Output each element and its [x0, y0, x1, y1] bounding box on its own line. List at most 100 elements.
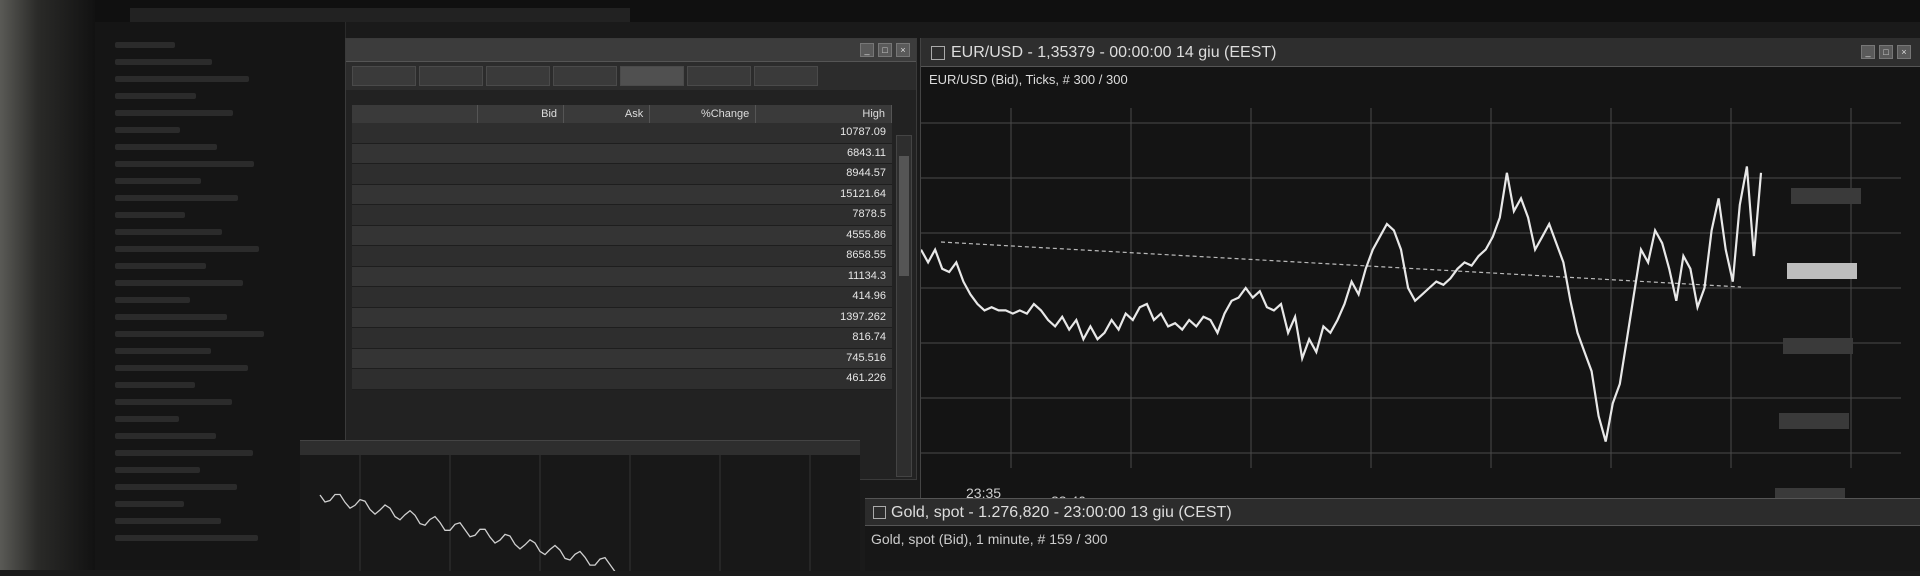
table-cell	[478, 226, 564, 246]
mini-series-line	[319, 493, 616, 572]
table-row[interactable]: 461.226	[352, 369, 892, 390]
table-cell	[478, 144, 564, 164]
tab[interactable]	[352, 66, 416, 86]
maximize-icon[interactable]: □	[1879, 45, 1893, 59]
table-cell	[650, 226, 756, 246]
sidebar-item[interactable]	[115, 484, 237, 490]
sidebar-item[interactable]	[115, 382, 195, 388]
sidebar-item[interactable]	[115, 178, 201, 184]
table-cell	[352, 123, 478, 143]
table-row[interactable]: 15121.64	[352, 184, 892, 205]
maximize-icon[interactable]: □	[878, 43, 892, 57]
sidebar-item[interactable]	[115, 280, 243, 286]
column-header[interactable]: Ask	[564, 105, 651, 123]
table-cell	[478, 369, 564, 389]
sidebar-item[interactable]	[115, 263, 206, 269]
minimize-icon[interactable]: _	[1861, 45, 1875, 59]
table-cell	[650, 246, 756, 266]
table-cell	[352, 185, 478, 205]
tab[interactable]	[687, 66, 751, 86]
column-header[interactable]	[352, 105, 478, 123]
mini-chart-titlebar	[300, 441, 860, 455]
table-row[interactable]: 10787.09	[352, 123, 892, 144]
high-cell: 15121.64	[840, 187, 886, 200]
sidebar-item[interactable]	[115, 229, 222, 235]
sidebar-item[interactable]	[115, 76, 249, 82]
table-cell	[650, 205, 756, 225]
table-row[interactable]: 414.96	[352, 287, 892, 308]
table-row[interactable]: 4555.86	[352, 225, 892, 246]
sidebar-item[interactable]	[115, 416, 179, 422]
table-cell	[352, 226, 478, 246]
tab[interactable]	[419, 66, 483, 86]
table-row[interactable]: 8944.57	[352, 164, 892, 185]
y-tick-label	[1787, 263, 1857, 279]
column-header[interactable]: High	[756, 105, 892, 123]
table-row[interactable]: 1397.262	[352, 307, 892, 328]
sidebar-item[interactable]	[115, 501, 184, 507]
table-cell	[478, 308, 564, 328]
sidebar-item[interactable]	[115, 331, 264, 337]
table-row[interactable]: 6843.11	[352, 143, 892, 164]
sidebar-item[interactable]	[115, 399, 232, 405]
high-cell: 11134.3	[847, 269, 886, 282]
table-row[interactable]: 7878.5	[352, 205, 892, 226]
table-cell	[564, 144, 650, 164]
table-cell	[352, 267, 478, 287]
chart-title: EUR/USD - 1,35379 - 00:00:00 14 giu (EES…	[951, 44, 1277, 61]
sidebar-item[interactable]	[115, 467, 200, 473]
table-row[interactable]: 816.74	[352, 328, 892, 349]
sidebar-item[interactable]	[115, 59, 212, 65]
sidebar-item[interactable]	[115, 297, 190, 303]
close-icon[interactable]: ×	[896, 43, 910, 57]
tab-active[interactable]	[620, 66, 684, 86]
sidebar-item[interactable]	[115, 365, 248, 371]
sidebar-item[interactable]	[115, 110, 233, 116]
high-cell: 10787.09	[840, 126, 886, 138]
tab[interactable]	[754, 66, 818, 86]
sidebar-item[interactable]	[115, 518, 221, 524]
price-chart[interactable]: 23:3523:4023:4623:5106/13/1423:56	[921, 88, 1920, 538]
table-cell	[650, 308, 756, 328]
sidebar-item[interactable]	[115, 195, 238, 201]
sidebar-item[interactable]	[115, 246, 259, 252]
close-icon[interactable]: ×	[1897, 45, 1911, 59]
gold-chart-window: Gold, spot - 1.276,820 - 23:00:00 13 giu…	[865, 498, 1920, 571]
sidebar-item[interactable]	[115, 161, 254, 167]
sidebar-item[interactable]	[115, 93, 196, 99]
sidebar-item[interactable]	[115, 42, 175, 48]
sidebar-item[interactable]	[115, 314, 227, 320]
table-cell	[650, 144, 756, 164]
y-tick-label	[1779, 413, 1849, 429]
table-cell	[478, 267, 564, 287]
table-row[interactable]: 8658.55	[352, 246, 892, 267]
sidebar-item[interactable]	[115, 212, 185, 218]
sidebar-item[interactable]	[115, 127, 180, 133]
table-cell	[352, 205, 478, 225]
table-cell	[478, 123, 564, 143]
sidebar-item[interactable]	[115, 348, 211, 354]
tab[interactable]	[553, 66, 617, 86]
column-header[interactable]: %Change	[650, 105, 757, 123]
scroll-thumb[interactable]	[899, 156, 909, 276]
table-cell	[564, 164, 650, 184]
table-cell	[564, 287, 650, 307]
quotes-titlebar: _ □ ×	[346, 39, 916, 62]
column-header[interactable]: Bid	[478, 105, 565, 123]
table-row[interactable]: 745.516	[352, 348, 892, 369]
table-row[interactable]: 11134.3	[352, 266, 892, 287]
sidebar-item[interactable]	[115, 144, 217, 150]
high-cell: 461.226	[846, 372, 886, 384]
sidebar-item[interactable]	[115, 433, 216, 439]
table-cell	[478, 164, 564, 184]
sidebar-item[interactable]	[115, 535, 258, 541]
chart-subtitle: EUR/USD (Bid), Ticks, # 300 / 300	[929, 72, 1128, 87]
table-cell	[650, 349, 756, 369]
table-header: Bid Ask %Change High	[352, 105, 892, 123]
sidebar-item[interactable]	[115, 450, 253, 456]
tab[interactable]	[486, 66, 550, 86]
quotes-scrollbar[interactable]	[896, 135, 912, 477]
minimize-icon[interactable]: _	[860, 43, 874, 57]
chart-icon	[873, 506, 886, 519]
high-cell: 745.516	[846, 351, 886, 364]
